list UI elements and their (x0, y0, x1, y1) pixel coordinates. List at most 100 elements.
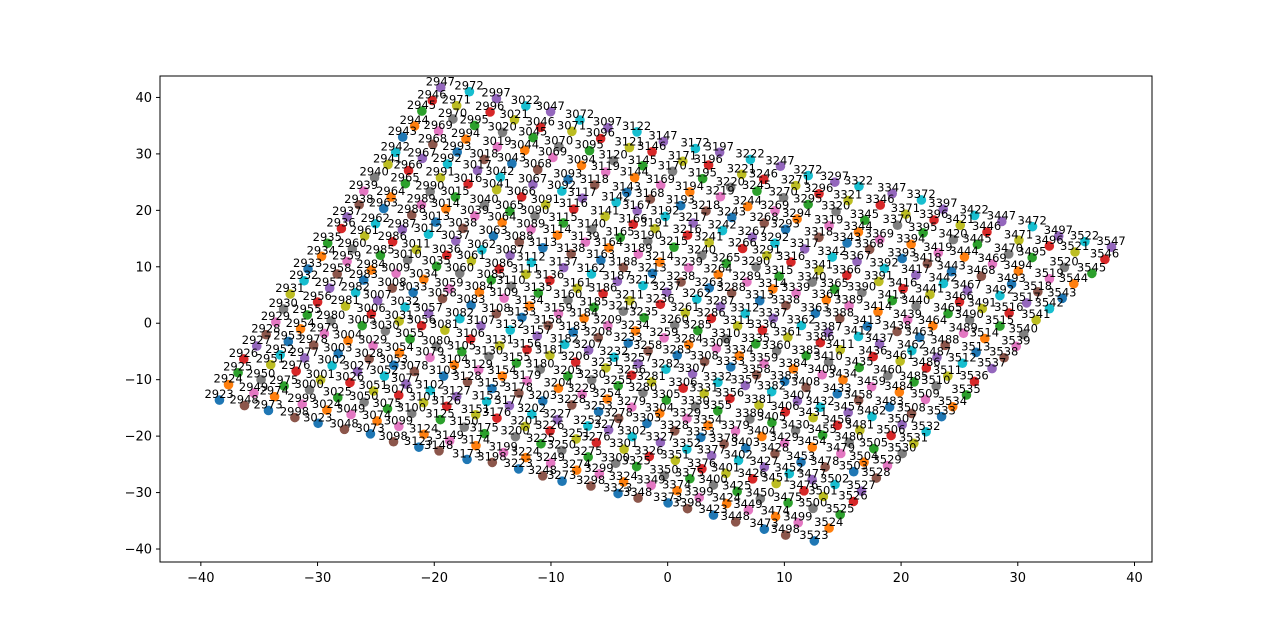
scatter-point (444, 436, 455, 446)
scatter-point (586, 375, 597, 385)
point-label: 3315 (764, 263, 793, 277)
scatter-point (400, 302, 410, 312)
scatter-point (568, 204, 579, 214)
y-tick-label: 0 (144, 317, 152, 332)
scatter-point (766, 386, 777, 397)
point-label: 3512 (947, 350, 976, 364)
point-label: 3048 (329, 416, 358, 430)
scatter-point (545, 426, 555, 436)
scatter-point (943, 308, 953, 319)
point-label: 2935 (313, 230, 342, 244)
scatter-point (397, 132, 408, 142)
scatter-point (909, 377, 919, 387)
scatter-point (829, 284, 840, 294)
scatter-point (815, 402, 826, 412)
scatter-point (759, 524, 770, 534)
point-label: 3355 (703, 398, 732, 412)
point-label: 3364 (811, 287, 840, 301)
point-label: 3531 (899, 430, 928, 444)
x-tick-label: −20 (421, 571, 448, 586)
scatter-point (414, 442, 424, 452)
point-label: 3131 (485, 333, 514, 347)
scatter-point (469, 120, 480, 131)
scatter-point (678, 383, 688, 393)
scatter-point (340, 301, 351, 311)
scatter-point (470, 409, 481, 420)
scatter-point (327, 360, 337, 371)
scatter-point (251, 341, 262, 351)
point-label: 3517 (1012, 290, 1041, 304)
point-label: 2949 (239, 380, 268, 394)
scatter-point (223, 379, 234, 390)
scatter-point (451, 236, 461, 246)
scatter-point (379, 371, 390, 381)
scatter-point (402, 255, 413, 265)
point-label: 3546 (1090, 246, 1119, 260)
scatter-point (401, 379, 411, 389)
scatter-point (751, 339, 761, 349)
scatter-point (359, 397, 369, 408)
point-label: 3077 (391, 371, 420, 385)
scatter-point (977, 303, 988, 314)
point-label: 3090 (520, 203, 549, 217)
scatter-point (554, 141, 564, 152)
point-label: 3043 (497, 151, 526, 165)
point-label: 3334 (724, 343, 753, 357)
scatter-point (979, 333, 990, 344)
point-label: 3304 (645, 400, 674, 414)
point-label: 3467 (952, 277, 981, 291)
point-label: 3308 (690, 349, 719, 363)
point-label: 3116 (559, 196, 588, 210)
point-label: 3456 (822, 412, 851, 426)
point-label: 3024 (312, 397, 341, 411)
scatter-point (725, 362, 736, 372)
point-label: 2953 (273, 328, 302, 342)
point-label: 3176 (482, 405, 511, 419)
scatter-point (394, 421, 404, 432)
scatter-point (887, 295, 898, 306)
point-label: 3499 (783, 510, 812, 524)
scatter-point (613, 380, 624, 391)
point-label: 3019 (482, 134, 511, 148)
point-label: 3460 (873, 363, 902, 377)
point-label: 3174 (461, 433, 490, 447)
scatter-point (667, 166, 678, 177)
point-label: 3256 (617, 362, 646, 376)
point-label: 3416 (888, 276, 917, 290)
point-label: 3235 (629, 305, 658, 319)
point-label: 3241 (694, 230, 723, 244)
scatter-point (487, 457, 498, 468)
point-label: 3064 (487, 209, 516, 223)
scatter-point (948, 234, 959, 245)
scatter-point (743, 505, 754, 515)
point-label: 3330 (681, 393, 710, 407)
scatter-point (853, 227, 864, 237)
point-label: 2973 (253, 397, 282, 411)
scatter-point (823, 327, 833, 338)
point-label: 3109 (489, 285, 518, 299)
scatter-point (703, 420, 713, 431)
scatter-point (897, 253, 908, 264)
scatter-point (600, 167, 611, 177)
point-label: 3445 (962, 232, 991, 246)
point-label: 3017 (463, 157, 492, 171)
point-label: 3161 (562, 275, 591, 289)
point-label: 3465 (933, 301, 962, 315)
scatter-point (672, 485, 682, 496)
point-label: 3162 (576, 261, 605, 275)
scatter-point (685, 187, 695, 197)
scatter-point (233, 367, 243, 378)
y-tick-label: 30 (135, 147, 152, 162)
scatter-point (536, 438, 546, 449)
point-label: 2955 (292, 302, 321, 316)
point-label: 3363 (800, 300, 829, 314)
point-label: 3181 (535, 342, 564, 356)
scatter-point (661, 287, 672, 297)
scatter-point (658, 136, 669, 147)
point-label: 3248 (528, 463, 557, 477)
scatter-point (957, 358, 968, 369)
scatter-point (485, 107, 495, 117)
scatter-point (864, 244, 875, 255)
scatter-point (510, 431, 521, 442)
scatter-point (417, 153, 428, 164)
